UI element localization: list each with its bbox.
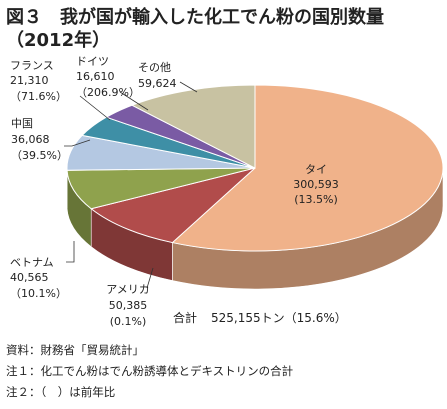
slice-label-change-5: （71.6%） xyxy=(10,90,67,103)
pie-slices xyxy=(66,84,444,252)
slice-label-name-4: 中国 xyxy=(11,117,33,130)
note-2: 注２：（ ）は前年比 xyxy=(6,385,116,399)
slice-label-value-7: 59,624 xyxy=(138,77,177,90)
chart-subtitle: （2012年） xyxy=(6,30,111,51)
slice-label-change-4: （39.5%） xyxy=(11,149,68,162)
slice-label-name-1: タイ xyxy=(305,163,327,176)
pie-slice-2 xyxy=(90,167,256,244)
slice-label-name-2: アメリカ xyxy=(106,283,149,296)
slice-label-change-3: （10.1%） xyxy=(10,287,67,300)
slice-label-change-6: （206.9%） xyxy=(76,86,140,99)
slice-label-value-1: 300,593 xyxy=(293,178,339,191)
slice-label-value-2: 50,385 xyxy=(109,299,148,312)
chart-title: 図３ 我が国が輸入した化工でん粉の国別数量 （2012年） xyxy=(6,6,384,52)
slice-label-value-3: 40,565 xyxy=(10,271,49,284)
chart-notes: 資料：財務省「貿易統計」 注１：化工でん粉はでん粉誘導体とデキストリンの合計 注… xyxy=(6,340,293,403)
slice-label-change-1: (13.5%) xyxy=(294,193,338,206)
source-note: 資料：財務省「貿易統計」 xyxy=(6,343,144,357)
slice-label-name-3: ベトナム xyxy=(10,256,54,269)
chart-title-main: 図３ 我が国が輸入した化工でん粉の国別数量 xyxy=(6,7,384,28)
slice-label-change-2: (0.1%) xyxy=(110,315,147,328)
leader-line-2 xyxy=(146,267,154,289)
slice-label-value-4: 36,068 xyxy=(11,133,50,146)
total-label: 合計 xyxy=(173,310,197,325)
pie-slice-1 xyxy=(171,84,444,252)
slice-labels: タイ 300,593 (13.5%) アメリカ 50,385 (0.1%) ベトナム 40,5… xyxy=(10,55,339,328)
slice-label-name-6: ドイツ xyxy=(76,55,109,68)
slice-label-name-7: その他 xyxy=(138,61,171,74)
total-value: 525,155トン（15.6%） xyxy=(211,311,347,325)
leader-line-4 xyxy=(64,139,91,147)
leader-line-3 xyxy=(66,241,75,263)
slice-label-name-5: フランス xyxy=(10,59,54,72)
slice-label-value-6: 16,610 xyxy=(76,70,115,83)
leader-line-5 xyxy=(79,95,111,121)
pie-side-walls xyxy=(66,167,444,290)
leader-line-7 xyxy=(179,81,198,93)
slice-label-value-5: 21,310 xyxy=(10,74,49,87)
note-1: 注１：化工でん粉はでん粉誘導体とデキストリンの合計 xyxy=(6,364,294,378)
leader-line-6 xyxy=(119,91,149,111)
